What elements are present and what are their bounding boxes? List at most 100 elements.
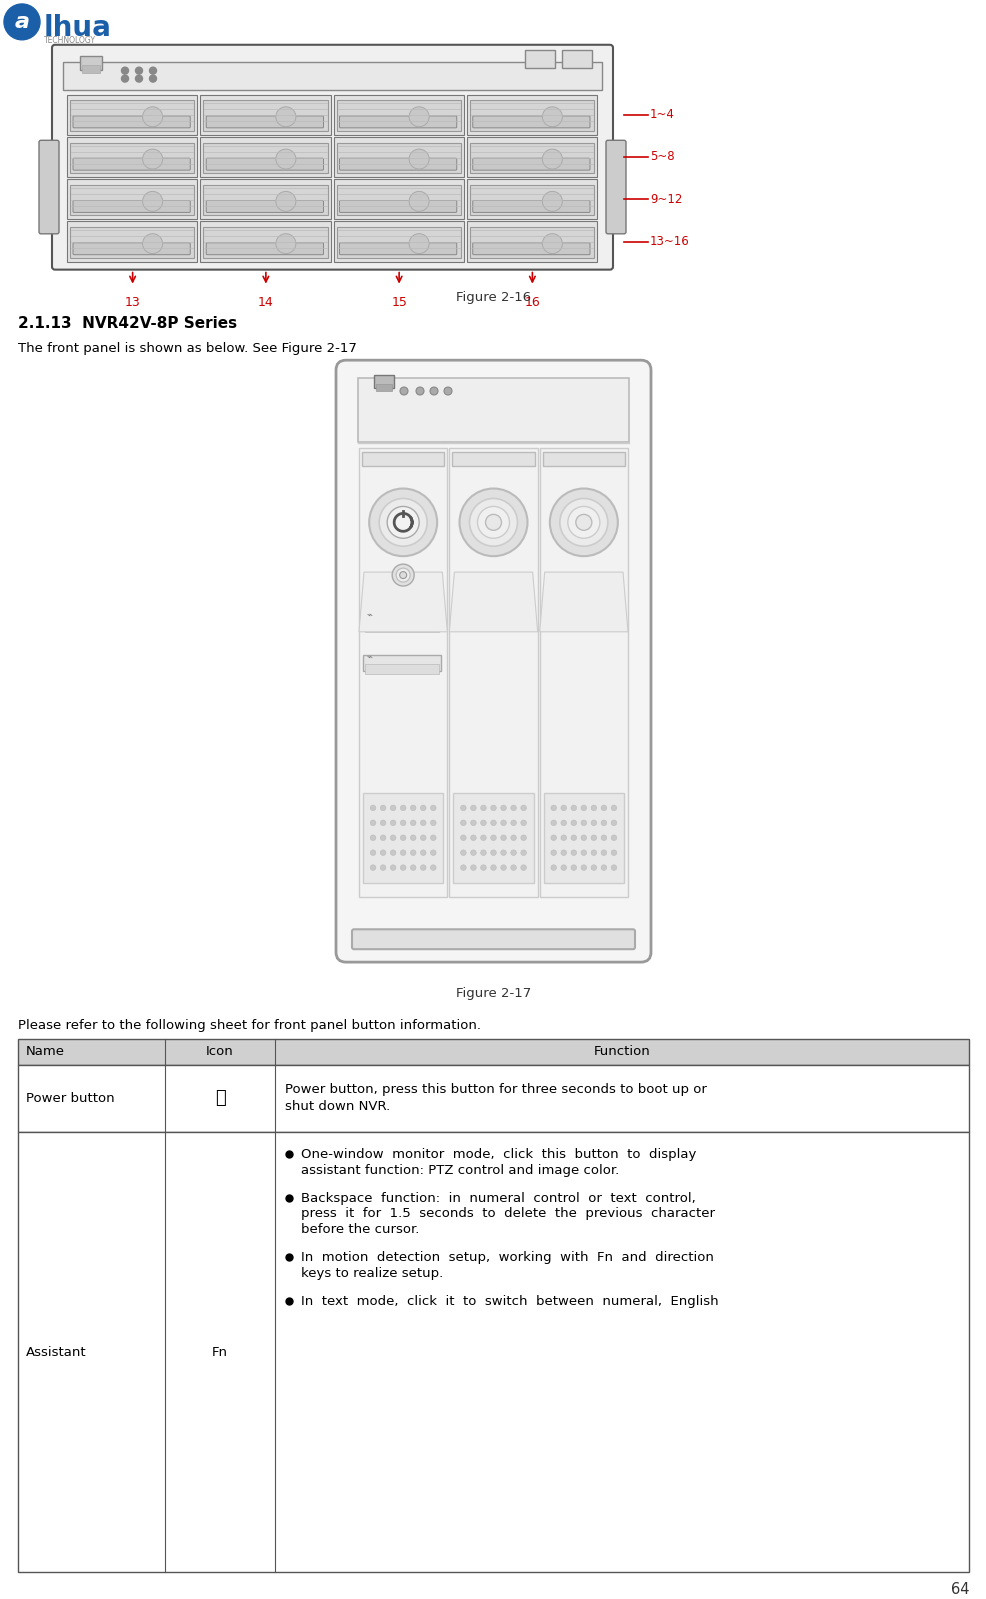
Circle shape <box>490 865 496 870</box>
Circle shape <box>430 835 436 841</box>
Bar <box>525 50 554 67</box>
Bar <box>469 185 594 216</box>
Circle shape <box>389 865 395 870</box>
Bar <box>67 179 197 219</box>
Circle shape <box>542 233 562 254</box>
Circle shape <box>410 820 415 825</box>
FancyBboxPatch shape <box>73 243 190 254</box>
Text: 2.1.13  NVR42V-8P Series: 2.1.13 NVR42V-8P Series <box>18 317 237 331</box>
Circle shape <box>469 499 517 547</box>
Circle shape <box>135 75 142 82</box>
Circle shape <box>542 107 562 126</box>
FancyBboxPatch shape <box>472 115 590 128</box>
Circle shape <box>142 149 163 169</box>
Circle shape <box>550 865 556 870</box>
Bar <box>203 142 327 173</box>
Circle shape <box>415 387 424 395</box>
Text: 5~8: 5~8 <box>650 150 674 163</box>
Circle shape <box>490 835 496 841</box>
Polygon shape <box>449 572 537 632</box>
Circle shape <box>521 806 526 811</box>
Bar <box>453 793 533 883</box>
Circle shape <box>571 820 576 825</box>
Text: Fn: Fn <box>212 1346 228 1359</box>
Circle shape <box>470 865 475 870</box>
Circle shape <box>142 192 163 211</box>
Text: 64: 64 <box>950 1581 968 1597</box>
Circle shape <box>379 499 427 547</box>
Circle shape <box>550 835 556 841</box>
Circle shape <box>480 820 486 825</box>
Circle shape <box>567 507 599 539</box>
Circle shape <box>391 564 414 585</box>
Circle shape <box>500 865 506 870</box>
Circle shape <box>581 835 586 841</box>
Circle shape <box>511 835 516 841</box>
Bar <box>466 138 597 177</box>
Bar <box>18 1065 968 1132</box>
Bar <box>333 138 463 177</box>
Bar <box>466 94 597 134</box>
Circle shape <box>380 865 386 870</box>
Text: 15: 15 <box>390 296 406 310</box>
Bar <box>363 654 441 670</box>
Bar <box>469 227 594 257</box>
Circle shape <box>370 806 376 811</box>
Bar <box>336 227 460 257</box>
Circle shape <box>400 806 405 811</box>
Circle shape <box>430 806 436 811</box>
Circle shape <box>521 865 526 870</box>
Circle shape <box>380 835 386 841</box>
Circle shape <box>420 820 426 825</box>
FancyBboxPatch shape <box>52 45 612 270</box>
Circle shape <box>600 835 606 841</box>
Circle shape <box>550 820 556 825</box>
Text: TECHNOLOGY: TECHNOLOGY <box>44 35 96 45</box>
FancyBboxPatch shape <box>339 243 457 254</box>
Circle shape <box>400 865 405 870</box>
Circle shape <box>542 192 562 211</box>
Bar <box>80 56 102 70</box>
Bar <box>469 101 594 131</box>
Text: before the cursor.: before the cursor. <box>301 1223 419 1236</box>
Circle shape <box>400 835 405 841</box>
Text: Backspace  function:  in  numeral  control  or  text  control,: Backspace function: in numeral control o… <box>301 1191 695 1206</box>
Circle shape <box>581 806 586 811</box>
Bar <box>70 185 194 216</box>
Bar <box>561 50 592 67</box>
Text: ⏻: ⏻ <box>215 1089 225 1108</box>
Circle shape <box>410 835 415 841</box>
Circle shape <box>560 835 566 841</box>
Circle shape <box>420 835 426 841</box>
Circle shape <box>571 865 576 870</box>
Circle shape <box>370 835 376 841</box>
Text: press  it  for  1.5  seconds  to  delete  the  previous  character: press it for 1.5 seconds to delete the p… <box>301 1207 714 1220</box>
Bar <box>363 612 441 628</box>
Circle shape <box>389 851 395 855</box>
Circle shape <box>549 489 617 556</box>
Circle shape <box>430 387 438 395</box>
Circle shape <box>480 851 486 855</box>
Text: a: a <box>15 11 30 32</box>
Bar <box>63 62 601 90</box>
Circle shape <box>521 820 526 825</box>
FancyBboxPatch shape <box>335 360 651 963</box>
Circle shape <box>460 820 465 825</box>
Bar <box>67 221 197 262</box>
FancyBboxPatch shape <box>39 141 59 233</box>
FancyBboxPatch shape <box>472 243 590 254</box>
Circle shape <box>480 806 486 811</box>
Circle shape <box>444 387 452 395</box>
Circle shape <box>275 107 296 126</box>
Text: assistant function: PTZ control and image color.: assistant function: PTZ control and imag… <box>301 1164 618 1177</box>
Bar <box>466 179 597 219</box>
Circle shape <box>470 820 475 825</box>
Circle shape <box>389 835 395 841</box>
Bar <box>70 142 194 173</box>
Circle shape <box>571 851 576 855</box>
FancyBboxPatch shape <box>352 929 634 950</box>
FancyBboxPatch shape <box>206 115 323 128</box>
Circle shape <box>600 865 606 870</box>
Circle shape <box>420 851 426 855</box>
Circle shape <box>511 851 516 855</box>
